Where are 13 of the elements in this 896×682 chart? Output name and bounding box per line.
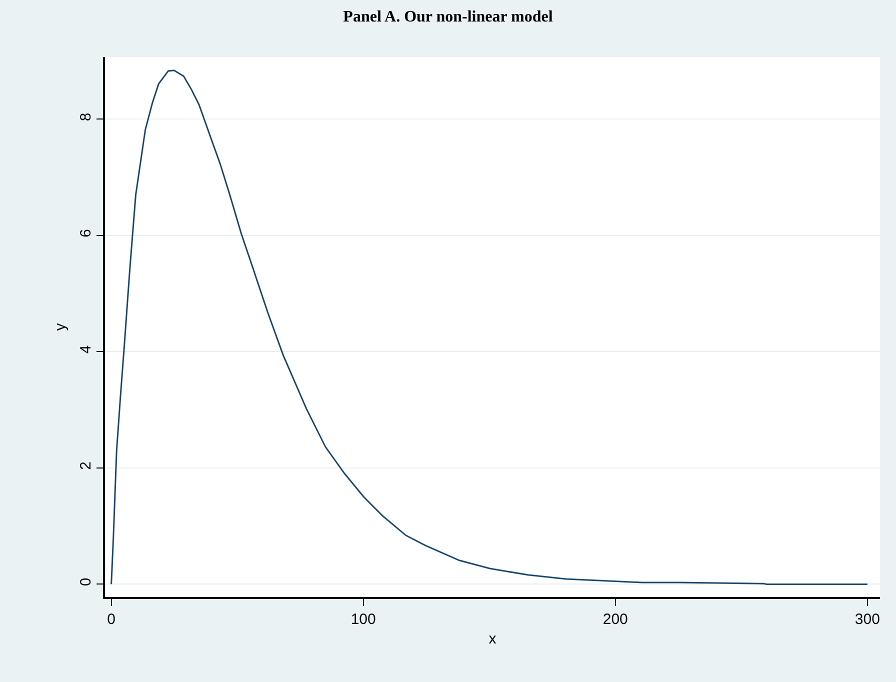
y-tick-label: 2 (77, 462, 94, 470)
x-tick-label: 0 (107, 610, 116, 628)
x-tick-label: 300 (854, 610, 880, 628)
x-tick-label: 100 (350, 610, 376, 628)
line-series (110, 70, 868, 585)
y-tick-label: 0 (77, 578, 94, 586)
x-axis-title: x (488, 630, 497, 648)
y-tick-label: 6 (77, 229, 94, 238)
y-axis-title: y (52, 322, 69, 331)
y-tick-label: 8 (77, 112, 94, 122)
x-tick-label: 200 (602, 610, 628, 628)
y-tick-label: 4 (77, 345, 94, 354)
chart-title: Panel A. Our non-linear model (343, 8, 554, 26)
